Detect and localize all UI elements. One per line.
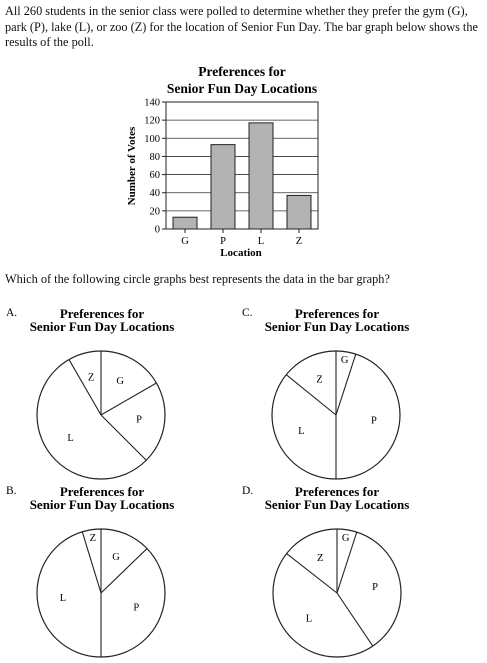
- option-letter: D.: [242, 485, 253, 497]
- option-letter: A.: [6, 307, 17, 319]
- pie-slice-label-P: P: [136, 414, 142, 425]
- chart-ticks: 0 20 40 60 80 100 120 140 G P L Z: [144, 98, 302, 248]
- y-tick-label: 0: [155, 225, 160, 236]
- pie-title-line-2: Senior Fun Day Locations: [30, 319, 175, 334]
- pie-divider: [100, 414, 147, 461]
- pie-slice-label-L: L: [306, 614, 312, 625]
- pie-divider: [100, 548, 148, 594]
- pie-slice-label-P: P: [133, 602, 139, 613]
- pie-title-line-2: Senior Fun Day Locations: [265, 497, 410, 512]
- pie-slice-label-Z: Z: [316, 375, 322, 386]
- pie-slice-label-L: L: [60, 593, 66, 604]
- x-tick-label: L: [258, 236, 264, 247]
- pie-slice-label-P: P: [372, 582, 378, 593]
- pie-slice-label-G: G: [341, 355, 349, 366]
- pie-divider: [68, 359, 102, 416]
- pie-divider: [81, 531, 102, 594]
- pie-divider: [336, 592, 374, 647]
- pie-divider: [285, 374, 337, 416]
- option-letter: B.: [6, 485, 17, 497]
- y-tick-label: 120: [144, 116, 160, 127]
- pie-slice-label-G: G: [342, 533, 350, 544]
- pie-divider: [100, 382, 157, 416]
- y-tick-label: 100: [144, 134, 160, 145]
- pie-slice-label-G: G: [112, 552, 120, 563]
- x-tick-label: P: [220, 236, 226, 247]
- pie-divider: [286, 553, 338, 594]
- pie-slice-label-L: L: [67, 433, 73, 444]
- chart-bars: [172, 122, 312, 230]
- chart-grid: [165, 101, 319, 230]
- x-axis-title: Location: [220, 247, 262, 259]
- y-tick-label: 40: [150, 188, 161, 199]
- y-tick-label: 20: [150, 206, 161, 217]
- pie-title-line-1: Preferences for: [60, 484, 145, 499]
- pie-slice-label-P: P: [371, 415, 377, 426]
- pie-title-line-2: Senior Fun Day Locations: [265, 319, 410, 334]
- bar-L: [248, 122, 274, 230]
- problem-intro: All 260 students in the senior class wer…: [5, 4, 478, 50]
- pie-title-line-1: Preferences for: [295, 484, 380, 499]
- y-tick-label: 140: [144, 98, 160, 109]
- y-tick-label: 80: [150, 152, 161, 163]
- x-tick-label: G: [181, 236, 189, 247]
- plot-frame: [165, 101, 319, 230]
- x-tick-label: Z: [296, 236, 302, 247]
- pie-slice-label-L: L: [298, 426, 304, 437]
- pie-divider: [335, 353, 357, 416]
- pie-title-line-2: Senior Fun Day Locations: [30, 497, 175, 512]
- y-axis-title: Number of Votes: [126, 126, 138, 205]
- pie-slice-label-Z: Z: [317, 553, 323, 564]
- y-tick-label: 60: [150, 170, 161, 181]
- question-text: Which of the following circle graphs bes…: [5, 272, 390, 286]
- bar-chart: Preferences for Senior Fun Day Locations…: [126, 64, 319, 259]
- pie-divider: [336, 531, 358, 594]
- pie-slice-label-G: G: [116, 376, 124, 387]
- chart-title-line-2: Senior Fun Day Locations: [167, 81, 317, 96]
- pie-slice-label-Z: Z: [88, 372, 94, 383]
- chart-title-line-1: Preferences for: [198, 64, 286, 79]
- pie-slice-label-Z: Z: [90, 533, 96, 544]
- pie-title-line-1: Preferences for: [60, 306, 145, 321]
- option-letter: C.: [242, 307, 253, 319]
- pie-title-line-1: Preferences for: [295, 306, 380, 321]
